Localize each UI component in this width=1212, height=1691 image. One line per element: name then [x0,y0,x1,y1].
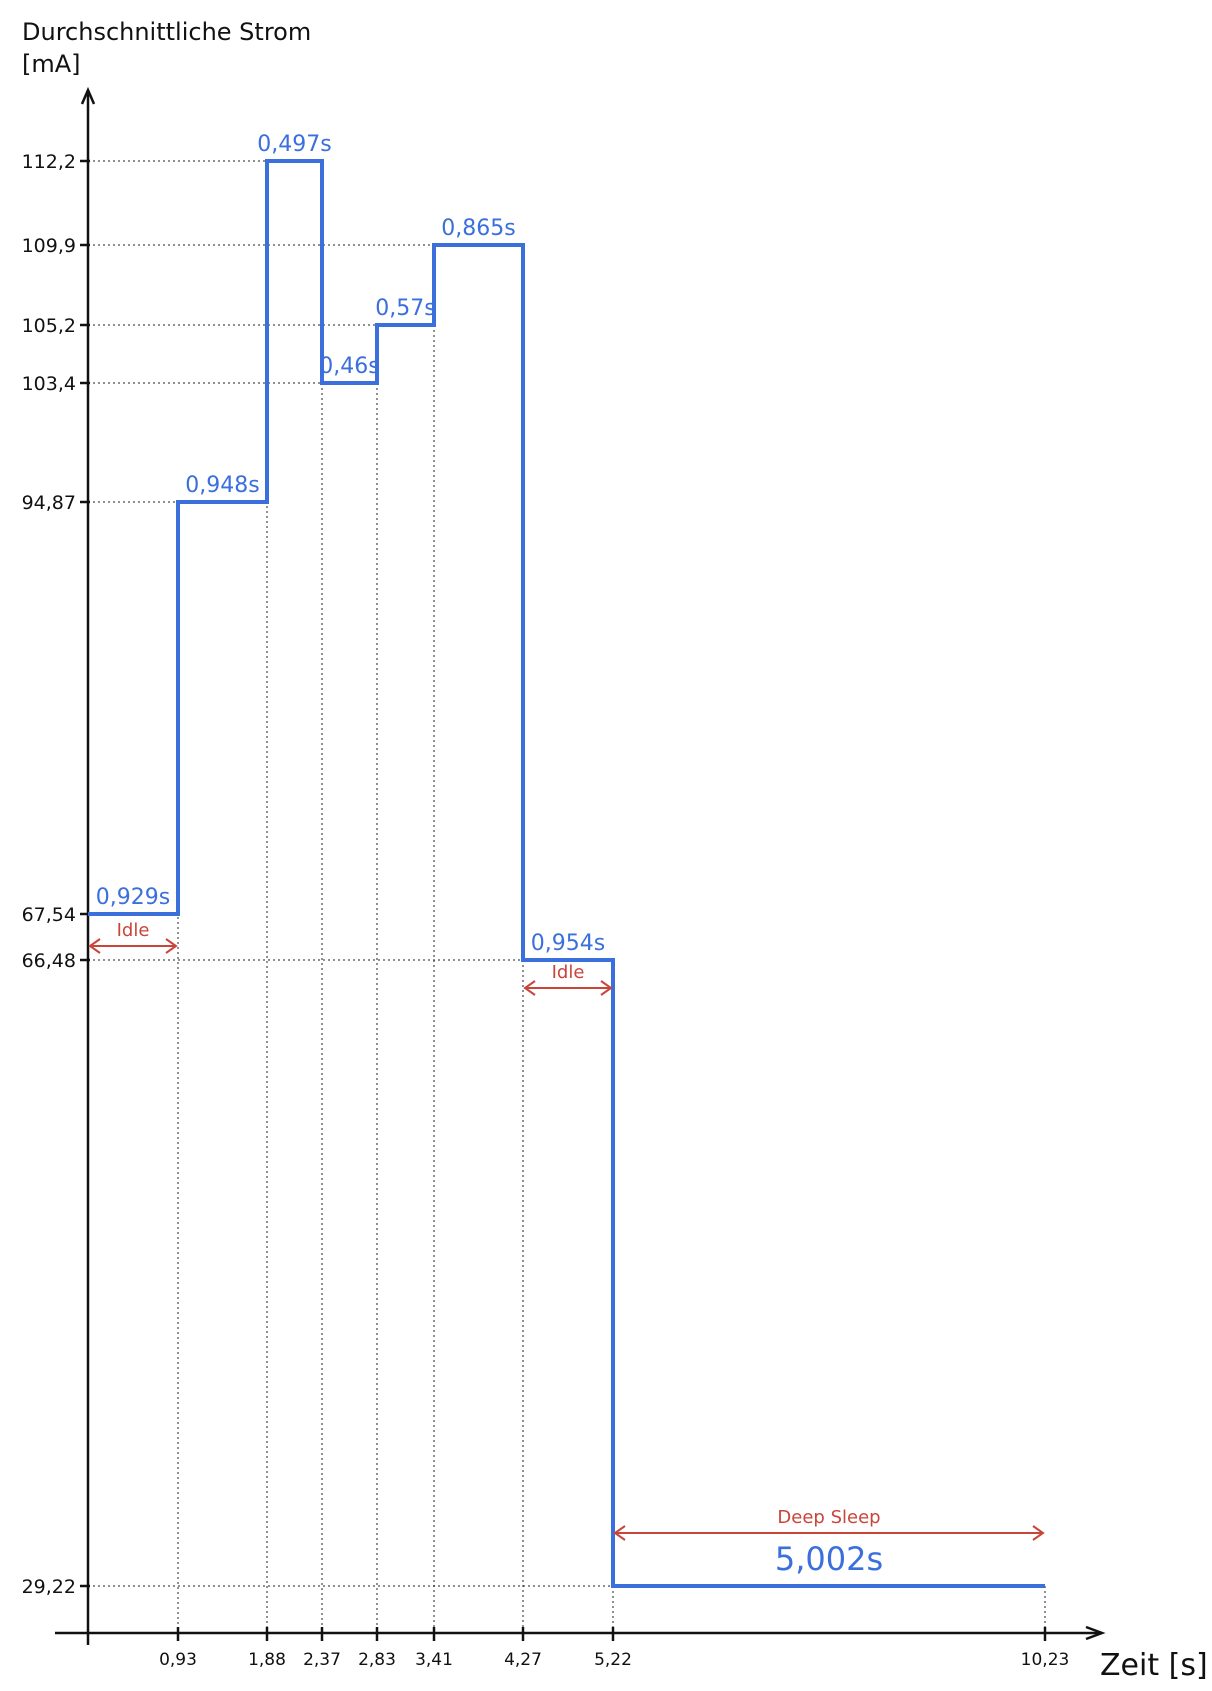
x-tick-label: 2,37 [303,1650,341,1670]
y-tick-label: 109,9 [22,235,76,257]
annotations [88,938,1045,1541]
annotation-label: Idle [552,962,585,983]
x-tick-label: 10,23 [1021,1650,1070,1670]
arrowhead-left [88,938,101,954]
y-axis-arrowhead [80,86,96,105]
arrowhead-right [1032,1525,1045,1541]
duration-label: 0,948s [185,473,259,498]
x-tick-label: 5,22 [594,1650,632,1670]
series-steps [88,159,1045,1588]
y-tick-label: 94,87 [22,492,76,514]
duration-label: 0,497s [257,132,331,157]
y-tick-label: 67,54 [22,904,76,926]
axes [55,86,1106,1645]
x-tick-label: 1,88 [248,1650,286,1670]
duration-label: 5,002s [775,1540,883,1578]
annotation-label: Deep Sleep [777,1507,880,1528]
series-step-line [88,159,1045,1588]
duration-label: 0,57s [375,296,435,321]
arrowhead-right [600,980,613,996]
duration-label: 0,865s [441,216,515,241]
y-tick-label: 66,48 [22,950,76,972]
x-tick-label: 2,83 [358,1650,396,1670]
duration-label: 0,929s [96,885,170,910]
y-tick-label: 103,4 [22,373,76,395]
arrowhead-left [613,1525,626,1541]
arrowhead-right [165,938,178,954]
y-axis-label-line1: Durchschnittliche Strom [22,18,311,46]
x-tick-label: 3,41 [415,1650,453,1670]
guide-lines [88,160,1046,1633]
arrowhead-left [523,980,536,996]
x-axis-label: Zeit [s] [1100,1648,1208,1683]
x-tick-label: 0,93 [159,1650,197,1670]
duration-label: 0,46s [319,354,379,379]
annotation-label: Idle [117,920,150,941]
labels: 112,2 109,9 105,2 103,4 94,87 67,54 66,48 29,22… [22,132,1070,1670]
y-tick-label: 29,22 [22,1576,76,1598]
y-tick-label: 105,2 [22,315,76,337]
x-tick-label: 4,27 [504,1650,542,1670]
duration-label: 0,954s [531,931,605,956]
y-tick-label: 112,2 [22,151,76,173]
x-axis-arrowhead [1085,1625,1106,1641]
y-axis-label-line2: [mA] [22,50,81,78]
